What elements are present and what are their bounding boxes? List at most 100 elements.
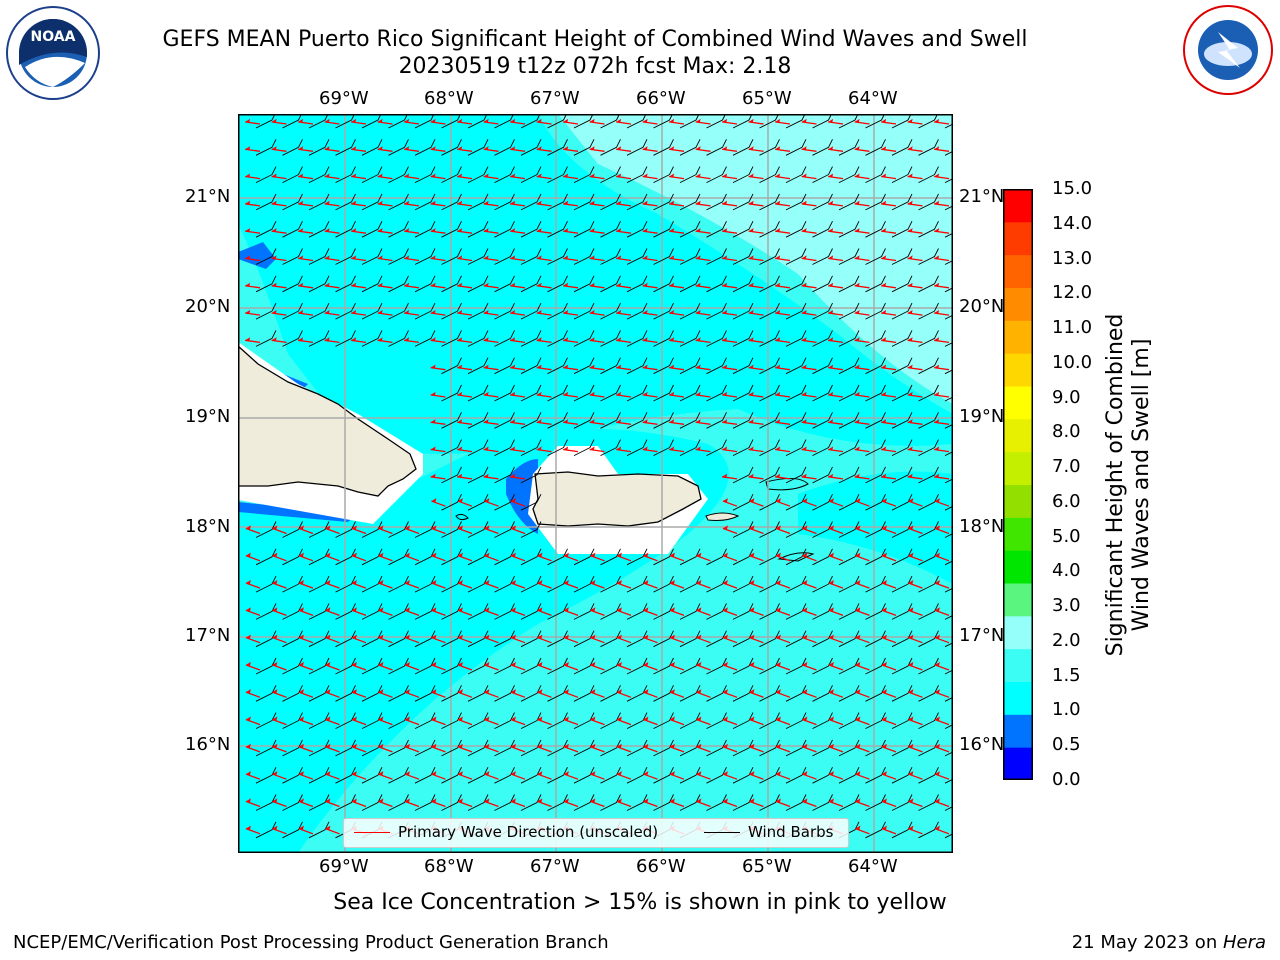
- wind-barb: [944, 778, 953, 784]
- wave-arrow-head: [881, 173, 887, 178]
- wind-barb: [706, 739, 727, 757]
- wind-barb: [626, 193, 648, 211]
- wind-barb: [626, 248, 648, 265]
- wind-barb: [600, 139, 621, 156]
- wave-arrow: [431, 527, 446, 535]
- wind-barb: [759, 657, 780, 675]
- wind-barb: [679, 302, 701, 320]
- wave-arrow-head: [802, 661, 808, 666]
- wind-barb: [494, 766, 515, 784]
- wind-barb: [653, 794, 674, 811]
- wind-barb: [573, 357, 595, 375]
- wind-barb: [891, 330, 913, 347]
- wave-arrow-head: [855, 634, 861, 639]
- wave-arrow-head: [802, 634, 808, 639]
- wind-barb: [441, 466, 462, 484]
- wind-barb: [414, 193, 436, 211]
- wave-arrow-head: [934, 419, 940, 424]
- wave-arrow-head: [510, 716, 516, 721]
- wind-barb: [653, 657, 674, 675]
- wave-arrow: [696, 718, 711, 726]
- wave-arrow: [510, 664, 526, 671]
- wind-barb: [679, 685, 701, 702]
- lon-tick-label: 69°W: [319, 88, 369, 109]
- wind-barb: [361, 548, 383, 566]
- wave-arrow-head: [298, 798, 304, 803]
- wave-arrow-head: [881, 607, 887, 612]
- wave-arrow: [696, 582, 711, 589]
- wind-barb: [865, 794, 886, 811]
- wave-arrow-head: [696, 552, 702, 557]
- wave-arrow: [245, 555, 261, 562]
- wave-arrow-head: [272, 661, 278, 666]
- wind-barb: [679, 220, 701, 238]
- wind-barb: [600, 412, 621, 429]
- wind-barb: [467, 302, 489, 320]
- wave-arrow-head: [324, 255, 330, 260]
- wave-arrow-head: [351, 716, 357, 721]
- wind-barb: [308, 657, 330, 675]
- wave-arrow-head: [510, 337, 516, 342]
- wave-arrow: [749, 527, 764, 535]
- wind-barb: [361, 712, 383, 730]
- wave-arrow: [802, 527, 817, 535]
- wind-barb: [785, 657, 807, 675]
- wave-arrow-head: [855, 579, 861, 584]
- wind-barb: [494, 575, 515, 593]
- colorbar-segment: [1003, 714, 1033, 748]
- wave-arrow: [404, 773, 420, 780]
- wave-arrow-head: [908, 525, 914, 530]
- wave-arrow-head: [589, 419, 595, 424]
- wind-barb: [282, 685, 303, 702]
- wave-arrow-head: [669, 607, 675, 612]
- map-border: [238, 114, 953, 853]
- wind-barb: [891, 766, 913, 784]
- wind-barb: [838, 166, 860, 184]
- wave-arrow-head: [642, 282, 648, 287]
- wind-barb: [679, 630, 701, 648]
- wave-arrow: [431, 800, 446, 808]
- sea-band-mid: [238, 114, 953, 454]
- wind-barb: [388, 766, 409, 784]
- wind-barb: [706, 439, 727, 457]
- wind-barb: [944, 314, 953, 320]
- wave-arrow-head: [272, 634, 278, 639]
- wind-barb: [838, 466, 860, 484]
- wave-arrow: [245, 527, 261, 535]
- wave-arrow-head: [483, 391, 489, 396]
- wind-barb: [865, 412, 886, 429]
- wave-arrow-head: [484, 498, 490, 503]
- wave-arrow: [881, 800, 897, 808]
- wave-arrow: [669, 609, 685, 617]
- wave-arrow-head: [245, 337, 251, 342]
- wind-barb: [653, 575, 674, 593]
- wave-arrow-head: [510, 473, 516, 478]
- wind-barb: [918, 220, 939, 238]
- wave-arrow-head: [298, 200, 304, 205]
- wave-arrow-head: [616, 200, 622, 205]
- wind-barb: [467, 493, 489, 511]
- wave-arrow: [643, 609, 658, 617]
- wind-barb: [891, 821, 913, 839]
- wave-arrow-head: [722, 228, 728, 233]
- wind-barb: [467, 603, 489, 620]
- wave-arrow-head: [431, 498, 437, 503]
- wind-barb: [891, 412, 913, 429]
- wave-arrow-head: [748, 173, 754, 178]
- wave-arrow-head: [881, 337, 887, 342]
- wave-arrow-head: [695, 310, 701, 315]
- wave-arrow: [934, 636, 950, 644]
- wave-arrow-head: [907, 364, 913, 369]
- wave-arrow-head: [457, 200, 463, 205]
- wind-barb: [891, 466, 913, 484]
- wave-arrow: [722, 773, 738, 780]
- wind-barb: [891, 193, 913, 211]
- wave-arrow-head: [722, 282, 728, 287]
- wave-arrow: [590, 609, 605, 617]
- wind-barb: [812, 630, 833, 648]
- wind-barb: [944, 805, 953, 811]
- wind-barb: [573, 630, 595, 648]
- wave-arrow-head: [748, 310, 754, 315]
- wave-arrow: [775, 691, 791, 698]
- wind-barb: [918, 630, 939, 648]
